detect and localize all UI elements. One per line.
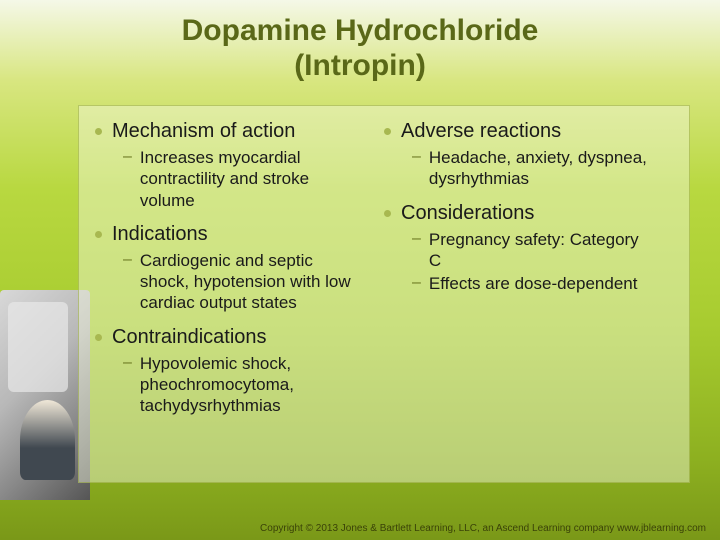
- dash-icon: –: [412, 274, 421, 292]
- section-adverse: Adverse reactions – Headache, anxiety, d…: [384, 120, 673, 190]
- section-item: Pregnancy safety: Category C: [429, 229, 673, 272]
- sub-row: – Pregnancy safety: Category C: [412, 229, 673, 272]
- copyright-footer: Copyright © 2013 Jones & Bartlett Learni…: [260, 523, 706, 534]
- section-heading: Adverse reactions: [401, 120, 561, 143]
- section-considerations: Considerations – Pregnancy safety: Categ…: [384, 202, 673, 295]
- section-heading: Contraindications: [112, 326, 267, 349]
- bullet-icon: [95, 231, 102, 238]
- bullet-row: Considerations: [384, 202, 673, 225]
- bullet-row: Adverse reactions: [384, 120, 673, 143]
- bullet-icon: [384, 210, 391, 217]
- right-column: Adverse reactions – Headache, anxiety, d…: [384, 120, 673, 472]
- bullet-icon: [95, 334, 102, 341]
- decorative-photo: [0, 290, 90, 500]
- bullet-row: Indications: [95, 223, 384, 246]
- section-item: Hypovolemic shock, pheochromocytoma, tac…: [140, 353, 384, 417]
- bullet-icon: [95, 128, 102, 135]
- bullet-row: Contraindications: [95, 326, 384, 349]
- section-item: Cardiogenic and septic shock, hypotensio…: [140, 250, 384, 314]
- dash-icon: –: [123, 251, 132, 269]
- slide-title: Dopamine Hydrochloride (Intropin): [0, 0, 720, 83]
- slide: Dopamine Hydrochloride (Intropin) Mechan…: [0, 0, 720, 540]
- bullet-icon: [384, 128, 391, 135]
- left-column: Mechanism of action – Increases myocardi…: [95, 120, 384, 472]
- sub-row: – Hypovolemic shock, pheochromocytoma, t…: [123, 353, 384, 417]
- title-line-1: Dopamine Hydrochloride: [182, 14, 539, 47]
- dash-icon: –: [412, 230, 421, 248]
- bullet-row: Mechanism of action: [95, 120, 384, 143]
- title-line-2: (Intropin): [294, 49, 426, 82]
- section-item: Increases myocardial contractility and s…: [140, 147, 384, 211]
- section-contraindications: Contraindications – Hypovolemic shock, p…: [95, 326, 384, 417]
- section-heading: Considerations: [401, 202, 534, 225]
- sub-row: – Increases myocardial contractility and…: [123, 147, 384, 211]
- sub-row: – Headache, anxiety, dyspnea, dysrhythmi…: [412, 147, 673, 190]
- section-indications: Indications – Cardiogenic and septic sho…: [95, 223, 384, 314]
- section-heading: Indications: [112, 223, 208, 246]
- sub-row: – Cardiogenic and septic shock, hypotens…: [123, 250, 384, 314]
- dash-icon: –: [123, 148, 132, 166]
- section-heading: Mechanism of action: [112, 120, 295, 143]
- sub-row: – Effects are dose-dependent: [412, 273, 673, 294]
- dash-icon: –: [123, 354, 132, 372]
- section-item: Headache, anxiety, dyspnea, dysrhythmias: [429, 147, 673, 190]
- section-item: Effects are dose-dependent: [429, 273, 656, 294]
- section-mechanism: Mechanism of action – Increases myocardi…: [95, 120, 384, 211]
- dash-icon: –: [412, 148, 421, 166]
- content-panel: Mechanism of action – Increases myocardi…: [78, 105, 690, 483]
